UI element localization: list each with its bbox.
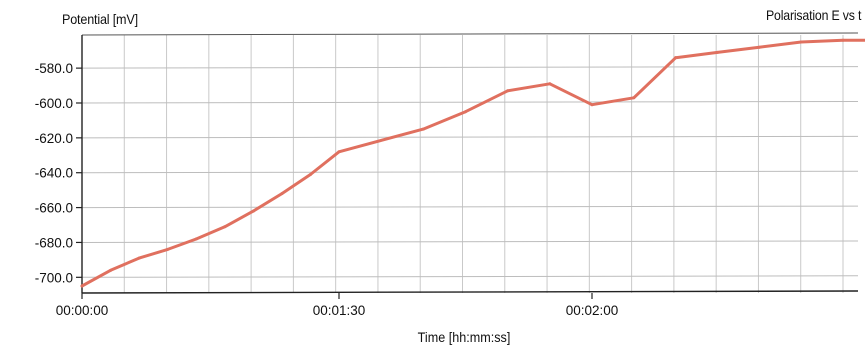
axes [81, 32, 859, 294]
x-axis-line [81, 290, 859, 294]
y-tick-label: -640.0 [35, 166, 73, 181]
data-point [716, 50, 719, 54]
data-point [841, 38, 845, 42]
data-point [137, 256, 141, 260]
grid-line-horizontal [81, 275, 859, 278]
data-point [166, 247, 170, 251]
grid-line-horizontal [81, 100, 859, 104]
x-axis-label: Time [hh:mm:ss] [417, 329, 511, 345]
x-tick-label: 00:02:00 [566, 303, 619, 318]
data-point [464, 110, 467, 114]
data-point [632, 96, 636, 100]
series-line [80, 38, 865, 288]
data-point [109, 268, 113, 272]
data-point [757, 45, 761, 49]
chart-title: Polarisation E vs t [765, 7, 861, 23]
data-point [421, 127, 425, 131]
data-point [799, 40, 803, 44]
data-point [674, 56, 678, 60]
y-tick-label: -700.0 [35, 270, 73, 285]
grid-line-horizontal [81, 205, 859, 209]
y-tick-label: -660.0 [35, 201, 73, 216]
data-point [280, 192, 284, 196]
grid [81, 35, 859, 293]
data-point [80, 284, 84, 288]
grid-line-horizontal [81, 240, 859, 243]
y-tick-label: -680.0 [35, 235, 73, 250]
data-point [548, 82, 552, 86]
grid-line-horizontal [81, 66, 859, 69]
data-point [590, 103, 594, 107]
data-point [308, 172, 312, 176]
data-point [223, 225, 227, 229]
x-tick-label: 00:01:30 [313, 303, 366, 318]
data-point [251, 209, 255, 213]
y-ticks: -580.0 -600.0 -620.0 -640.0 -660.0 -680.0 -700… [35, 61, 82, 285]
x-ticks: 00:00:00 00:01:30 00:02:00 [56, 293, 619, 318]
y-tick-label: -580.0 [35, 61, 73, 76]
x-tick-label: 00:00:00 [56, 303, 109, 318]
y-tick-label: -600.0 [35, 96, 73, 111]
grid-line-horizontal [81, 135, 859, 139]
y-tick-label: -620.0 [35, 131, 73, 146]
data-point [337, 150, 341, 154]
plot-top-border [81, 32, 859, 36]
y-axis-label: Potential [mV] [62, 11, 138, 27]
series-group [80, 38, 865, 288]
data-point [194, 237, 198, 241]
grid-line-horizontal [81, 170, 859, 174]
data-point [506, 89, 510, 93]
